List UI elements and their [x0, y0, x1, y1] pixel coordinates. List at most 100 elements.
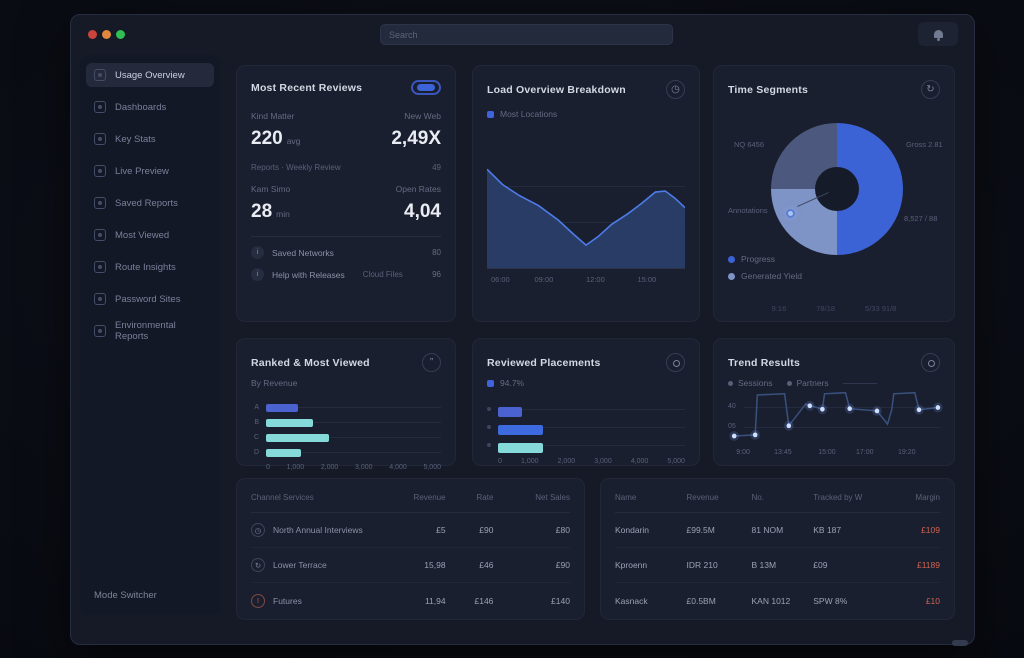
bar: [266, 449, 301, 457]
scroll-indicator[interactable]: [952, 640, 968, 646]
table-row[interactable]: ◷ North Annual Interviews £5 £90 £80: [251, 513, 570, 548]
x-axis-ticks: 0 1,000 2,000 3,000 4,000 5,000: [498, 458, 685, 465]
sidebar-item-label: Most Viewed: [115, 229, 170, 241]
table-row[interactable]: Kasnack £0.5BM KAN 1012 SPW 8% £10: [615, 595, 940, 606]
y-tick: 05: [728, 423, 736, 430]
reviews-meta-row: Reports · Weekly Review 49: [251, 163, 441, 172]
bar-row: D: [251, 445, 441, 460]
reviews-toggle[interactable]: [411, 80, 441, 95]
ranked-legend: By Revenue: [251, 378, 298, 388]
card-ranked-header: Ranked & Most Viewed ”: [251, 353, 441, 372]
negative-value: £1189: [916, 560, 940, 570]
sidebar-item-label: Dashboards: [115, 101, 167, 113]
stat-kam-simo: Kam Simo 28 min: [251, 184, 291, 222]
negative-value: £109: [921, 525, 940, 535]
area-legend: Most Locations: [487, 109, 685, 119]
x-axis: [487, 268, 685, 269]
bar-row: C: [251, 430, 441, 445]
viewed-icon: [94, 229, 106, 241]
donut-label-right-top: Gross 2.81: [906, 140, 943, 149]
target-button[interactable]: [666, 353, 685, 372]
bar: [266, 434, 329, 442]
table-header: Channel Services Revenue Rate Net Sales: [251, 483, 570, 513]
table-row[interactable]: ↻ Lower Terrace 15,98 £46 £90: [251, 548, 570, 583]
legend-swatch-icon: [487, 379, 494, 387]
quote-button[interactable]: ”: [422, 353, 441, 372]
x-tick: 12:00: [586, 275, 605, 284]
mode-switcher[interactable]: Mode Switcher: [94, 590, 157, 601]
area-chart-region: 06:00 09:00 12:00 15:00: [487, 164, 685, 290]
sidebar-item-most-viewed[interactable]: Most Viewed: [86, 223, 214, 247]
sidebar-item-label: Route Insights: [115, 261, 176, 273]
refresh-button[interactable]: ↻: [921, 80, 940, 99]
sidebar-item-label: Saved Reports: [115, 197, 178, 209]
notifications-button[interactable]: [918, 22, 958, 46]
donut-marker-icon: [786, 209, 795, 218]
table-row[interactable]: Kondarin £99.5M 81 NOM KB 187 £109: [615, 513, 940, 548]
sidebar-item-saved-reports[interactable]: Saved Reports: [86, 191, 214, 215]
x-tick: 17:00: [856, 449, 874, 456]
card-placements: Reviewed Placements 94.7% 0 1,000 2,000 3,0…: [472, 338, 700, 466]
sidebar-item-usage-overview[interactable]: Usage Overview: [86, 63, 214, 87]
alert-icon: !: [251, 593, 265, 608]
target-button[interactable]: [921, 353, 940, 372]
placements-bar-chart: 0 1,000 2,000 3,000 4,000 5,000: [487, 400, 685, 465]
table-row[interactable]: ! Futures 11,94 £146 £140: [251, 583, 570, 618]
card-load-header: Load Overview Breakdown ◷: [487, 80, 685, 99]
table-channel-services: Channel Services Revenue Rate Net Sales …: [236, 478, 585, 620]
card-title: Reviewed Placements: [487, 356, 601, 369]
sidebar-item-route-insights[interactable]: Route Insights: [86, 255, 214, 279]
area-chart: [487, 164, 685, 268]
bar: [498, 424, 543, 435]
x-tick: 06:00: [490, 275, 510, 284]
gridline: [487, 222, 685, 223]
sidebar-item-password-sites[interactable]: Password Sites: [86, 287, 214, 311]
x-tick: 9:00: [736, 449, 750, 456]
history-button[interactable]: ◷: [666, 80, 685, 99]
stat-open-rates: Open Rates 4,04: [395, 184, 441, 222]
donut-label-right-bottom: 8,527 / 88: [904, 214, 938, 223]
clock-icon: ◷: [251, 523, 265, 537]
ranked-bar-chart: A B C D 0 1,000 2,000 3,000 4,000 5,000: [251, 400, 441, 471]
toggle-knob-icon: [417, 84, 435, 91]
row-dot-icon: [487, 407, 491, 411]
window-close-button[interactable]: [88, 30, 97, 39]
sidebar-item-dashboards[interactable]: Dashboards: [86, 95, 214, 119]
sidebar-item-label: Live Preview: [115, 165, 169, 177]
bar-row: [487, 400, 685, 418]
search-input[interactable]: [380, 24, 673, 45]
card-title: Most Recent Reviews: [251, 81, 363, 94]
legend-dot-icon: [728, 272, 735, 280]
sidebar-item-label: Environmental Reports: [115, 320, 176, 342]
stats-row-2: Kam Simo 28 min Open Rates 4,04: [251, 184, 441, 223]
x-axis-ticks: 0 1,000 2,000 3,000 4,000 5,000: [266, 464, 441, 471]
sidebar-item-live-preview[interactable]: Live Preview: [86, 159, 214, 183]
window-zoom-button[interactable]: [116, 30, 125, 39]
sidebar-item-environmental-reports[interactable]: Environmental Reports: [86, 319, 214, 343]
card-ranked: Ranked & Most Viewed ” By Revenue A B C …: [236, 338, 456, 471]
step-chart-region: 40 05 9:00 13:45 15:00 17:00 19:20: [728, 387, 943, 457]
card-title: Load Overview Breakdown: [487, 83, 626, 96]
card-title: Ranked & Most Viewed: [251, 356, 370, 369]
legend-swatch-icon: [487, 110, 494, 118]
y-tick: 40: [728, 403, 736, 410]
bar: [498, 406, 523, 417]
card-trend: Trend Results Sessions Partners 40 05 9:…: [713, 338, 955, 466]
divider: [251, 236, 441, 237]
card-segments-header: Time Segments ↻: [728, 80, 940, 99]
sidebar-item-key-stats[interactable]: Key Stats: [86, 127, 214, 151]
bar-row: [487, 418, 685, 436]
gridline: [744, 427, 940, 428]
history-icon: ↻: [251, 558, 265, 572]
legend-dot-icon: [786, 380, 792, 386]
stats-icon: [94, 133, 106, 145]
insights-icon: [94, 261, 106, 273]
reviews-list-item[interactable]: i Saved Networks 80: [251, 246, 441, 259]
sidebar-item-label: Key Stats: [115, 133, 156, 145]
legend-dot-icon: [728, 255, 735, 263]
window-minimize-button[interactable]: [102, 30, 111, 39]
stat-kind-matter: Kind Matter 220 avg: [251, 111, 301, 149]
reviews-list-item[interactable]: i Help with Releases Cloud Files 96: [251, 268, 441, 281]
table-row[interactable]: Kproenn IDR 210 B 13M £09 £1189: [615, 548, 940, 583]
sidebar: Usage Overview Dashboards Key Stats Live…: [80, 55, 220, 615]
